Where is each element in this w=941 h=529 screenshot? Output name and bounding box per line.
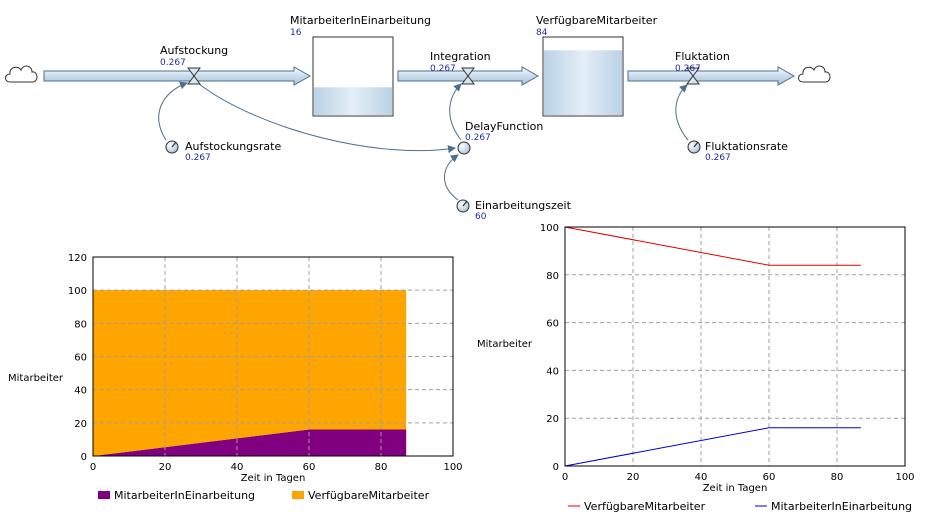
legend-label: MitarbeiterInEinarbeitung [771, 500, 912, 513]
converter-label: Einarbeitungszeit [475, 199, 572, 212]
converter-value: 0.267 [465, 133, 491, 143]
stock-mitarbeiter-in-einarbeitung[interactable] [312, 36, 394, 117]
legend-label: MitarbeiterInEinarbeitung [114, 489, 255, 502]
stock-level-fill [544, 50, 622, 115]
sink-cloud-icon [798, 65, 831, 83]
line-series-VerfügbareMitarbeiter [564, 226, 861, 266]
aufstockung-pipe[interactable] [43, 66, 312, 86]
legend-swatch [98, 491, 110, 499]
converter-label: Fluktationsrate [705, 140, 788, 153]
converter-value: 60 [475, 212, 487, 222]
plot-frame [92, 256, 454, 457]
y-tick-label: 120 [68, 253, 87, 264]
y-tick-label: 40 [74, 386, 87, 397]
delayfunction-converter-icon[interactable] [457, 141, 471, 155]
y-tick-label: 20 [74, 419, 87, 430]
x-tick-label: 20 [159, 462, 172, 473]
stock-value: 84 [536, 28, 548, 38]
x-tick-label: 80 [831, 472, 844, 483]
area-series-MitarbeiterInEinarbeitung [93, 429, 407, 456]
y-tick-label: 60 [546, 319, 559, 330]
flow-value: 0.267 [675, 64, 701, 74]
x-tick-label: 60 [303, 462, 316, 473]
y-tick-label: 20 [546, 414, 559, 425]
stock-verfuegbare-mitarbeiter[interactable] [542, 36, 624, 117]
x-tick-label: 0 [90, 462, 96, 473]
x-tick-label: 100 [443, 462, 462, 473]
x-tick-label: 40 [695, 472, 708, 483]
link-delayfunction-to-integration [449, 83, 462, 141]
stock-flow-diagram: MitarbeiterInEinarbeitung 16 VerfügbareM… [5, 14, 831, 222]
flow-label: Fluktation [675, 50, 730, 63]
fluktationsrate-converter-icon[interactable] [687, 140, 701, 154]
legend-label: VerfügbareMitarbeiter [584, 500, 706, 513]
link-einarbeitungszeit-to-delayfunction [444, 154, 459, 201]
x-tick-label: 40 [231, 462, 244, 473]
fluktation-valve-icon[interactable] [686, 67, 700, 85]
y-tick-label: 100 [68, 286, 87, 297]
link-aufstockung-to-delayfunction [198, 83, 456, 154]
aufstockung-valve-icon[interactable] [187, 67, 201, 85]
stock-value: 16 [290, 28, 302, 38]
integration-valve-icon[interactable] [461, 67, 475, 85]
flow-label: Aufstockung [160, 44, 228, 57]
area-series-VerfügbareMitarbeiter [93, 290, 407, 456]
flow-value: 0.267 [160, 58, 186, 68]
x-axis-label: Zeit in Tagen [241, 473, 306, 484]
legend-label: VerfügbareMitarbeiter [308, 489, 430, 502]
legend-swatch [292, 491, 304, 499]
converter-value: 0.267 [705, 153, 731, 163]
plot-frame [564, 226, 906, 467]
x-tick-label: 100 [895, 472, 914, 483]
y-tick-label: 80 [74, 319, 87, 330]
flow-value: 0.267 [430, 64, 456, 74]
y-axis-label: Mitarbeiter [477, 339, 533, 350]
x-axis-label: Zeit in Tagen [703, 483, 768, 494]
y-tick-label: 0 [553, 462, 559, 473]
aufstockungsrate-converter-icon[interactable] [165, 140, 179, 154]
x-tick-label: 80 [375, 462, 388, 473]
stock-level-fill [314, 87, 392, 115]
y-tick-label: 60 [74, 353, 87, 364]
y-axis-label: Mitarbeiter [8, 373, 64, 384]
source-cloud-icon [5, 65, 38, 83]
einarbeitungszeit-converter-icon[interactable] [456, 199, 470, 213]
link-aufstockungsrate-to-aufstockung [158, 81, 188, 141]
y-tick-label: 100 [540, 223, 559, 234]
x-tick-label: 20 [627, 472, 640, 483]
stock-label: MitarbeiterInEinarbeitung [290, 14, 431, 27]
y-tick-label: 80 [546, 271, 559, 282]
link-fluktationsrate-to-fluktation [675, 84, 689, 141]
y-tick-label: 40 [546, 366, 559, 377]
x-tick-label: 0 [562, 472, 568, 483]
x-tick-label: 60 [763, 472, 776, 483]
stacked-area-chart: 0 20 40 60 80 100 0 20 40 60 80 100 120 Zeit in Tagen… [8, 253, 463, 502]
stock-label: VerfügbareMitarbeiter [536, 14, 658, 27]
converter-value: 0.267 [185, 153, 211, 163]
converter-label: DelayFunction [465, 120, 543, 133]
fluktation-pipe[interactable] [627, 66, 796, 86]
flow-label: Integration [430, 50, 491, 63]
y-tick-label: 0 [81, 452, 87, 463]
line-series-MitarbeiterInEinarbeitung [564, 427, 861, 467]
converter-label: Aufstockungsrate [185, 140, 281, 153]
